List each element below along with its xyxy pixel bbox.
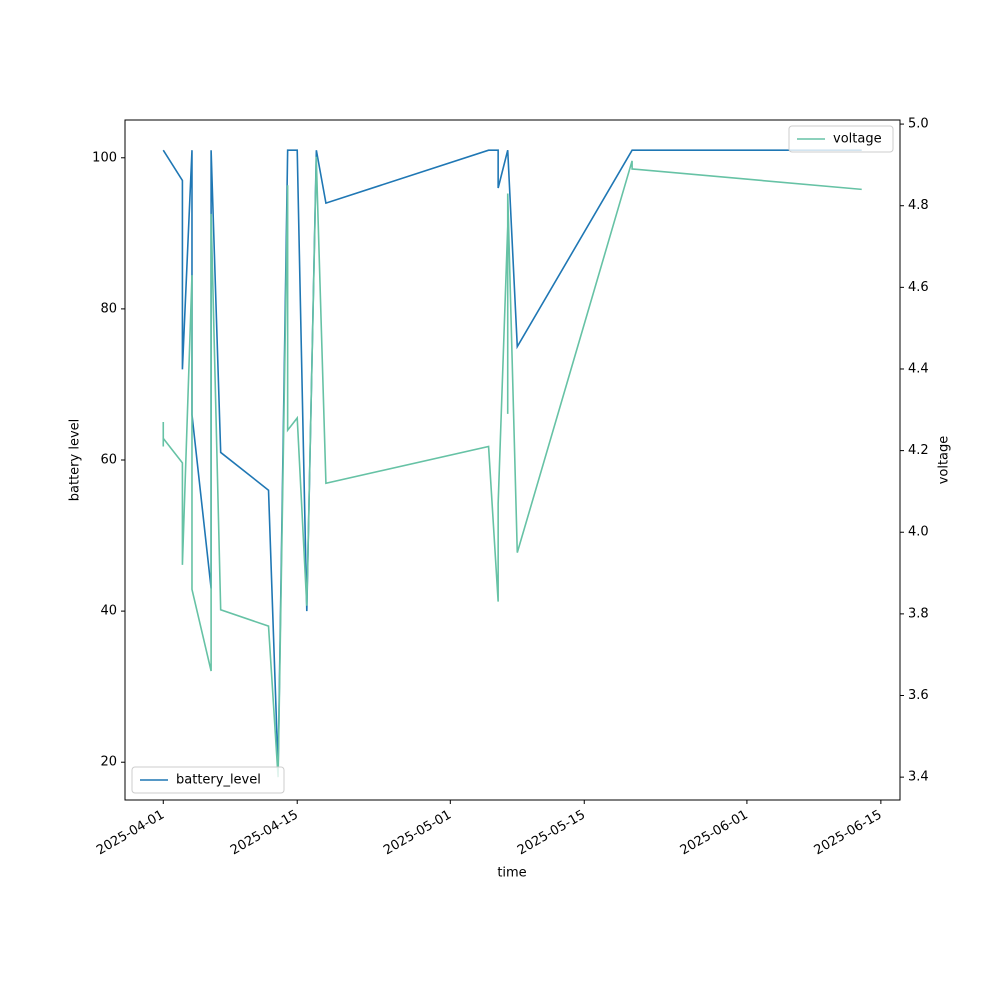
y2-tick-label: 3.8 xyxy=(908,606,929,621)
legend-box xyxy=(131,766,285,794)
y2-tick-label: 4.4 xyxy=(908,361,929,376)
x-tick-label: 2025-05-01 xyxy=(381,808,454,859)
y2-tick-label: 4.0 xyxy=(908,525,929,540)
x-tick-label: 2025-04-01 xyxy=(94,808,167,859)
y-axis-label: battery level xyxy=(68,419,83,502)
y-tick-label: 20 xyxy=(100,755,117,770)
y2-tick-label: 3.6 xyxy=(908,688,929,703)
x-axis-label: time xyxy=(497,866,526,881)
y2-tick-label: 3.4 xyxy=(908,770,929,785)
y-tick-label: 80 xyxy=(100,301,117,316)
y2-tick-label: 4.6 xyxy=(908,280,929,295)
series-line xyxy=(162,149,862,770)
y2-tick-label: 4.8 xyxy=(908,198,929,213)
x-tick-label: 2025-06-01 xyxy=(678,808,751,859)
legend-label: battery_level xyxy=(176,773,261,788)
legend-label: voltage xyxy=(833,132,882,147)
y2-axis-label: voltage xyxy=(937,436,952,485)
x-tick-label: 2025-05-15 xyxy=(515,808,588,859)
y2-tick-label: 4.2 xyxy=(908,443,929,458)
y2-tick-label: 5.0 xyxy=(908,117,929,132)
series-line xyxy=(162,156,862,778)
x-tick-label: 2025-04-15 xyxy=(228,808,301,859)
y-tick-label: 60 xyxy=(100,453,117,468)
x-tick-label: 2025-06-15 xyxy=(812,808,885,859)
legend-box xyxy=(788,125,894,153)
y-tick-label: 100 xyxy=(92,150,117,165)
plot-frame xyxy=(124,119,901,801)
y-tick-label: 40 xyxy=(100,604,117,619)
